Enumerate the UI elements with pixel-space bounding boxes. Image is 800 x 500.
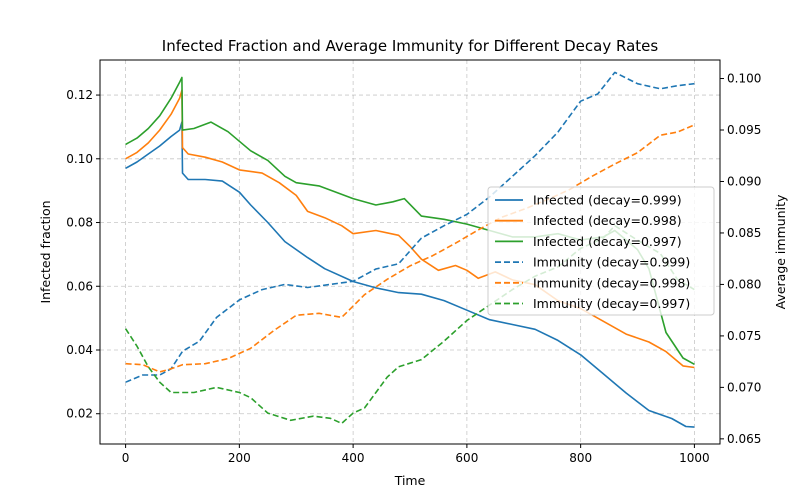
y-tick-label-right: 0.100 xyxy=(727,72,761,86)
y-tick-label-left: 0.10 xyxy=(66,152,93,166)
y-tick-label-right: 0.075 xyxy=(727,329,761,343)
series-line-4 xyxy=(125,71,695,383)
x-tick-label: 1000 xyxy=(679,451,710,465)
legend-label: Immunity (decay=0.998) xyxy=(533,275,690,290)
y-tick-label-right: 0.070 xyxy=(727,380,761,394)
y-tick-label-left: 0.04 xyxy=(66,343,93,357)
y-tick-label-right: 0.065 xyxy=(727,432,761,446)
legend-label: Infected (decay=0.998) xyxy=(533,213,682,228)
legend-box xyxy=(487,186,715,316)
y-tick-label-left: 0.02 xyxy=(66,407,93,421)
x-axis-label: Time xyxy=(394,473,426,488)
x-tick-label: 0 xyxy=(122,451,130,465)
x-tick-label: 800 xyxy=(569,451,592,465)
axis-ticks: 0 200 400 600 800 1000 0.02 0.04 0.06 0.08 0.10 0.1… xyxy=(66,72,761,465)
y-axis-label-right: Average immunity xyxy=(773,194,788,309)
series-line-5 xyxy=(125,124,695,373)
legend-label: Immunity (decay=0.997) xyxy=(533,296,690,311)
legend-label: Immunity (decay=0.999) xyxy=(533,255,690,270)
y-tick-label-left: 0.12 xyxy=(66,88,93,102)
y-tick-label-left: 0.08 xyxy=(66,216,93,230)
chart-title: Infected Fraction and Average Immunity f… xyxy=(162,37,659,55)
legend: Infected (decay=0.999) Infected (decay=0.… xyxy=(487,186,715,316)
legend-label: Infected (decay=0.997) xyxy=(533,234,682,249)
legend-label: Infected (decay=0.999) xyxy=(533,193,682,208)
plot-frame xyxy=(99,59,721,445)
x-tick-label: 600 xyxy=(455,451,478,465)
y-tick-label-left: 0.06 xyxy=(66,279,93,293)
x-tick-label: 400 xyxy=(342,451,365,465)
x-tick-label: 200 xyxy=(228,451,251,465)
y-tick-label-right: 0.095 xyxy=(727,123,761,137)
y-tick-label-right: 0.080 xyxy=(727,277,761,291)
y-tick-label-right: 0.090 xyxy=(727,174,761,188)
y-axis-label-left: Infected fraction xyxy=(38,200,53,303)
y-tick-label-right: 0.085 xyxy=(727,226,761,240)
series-line-1 xyxy=(125,121,695,428)
